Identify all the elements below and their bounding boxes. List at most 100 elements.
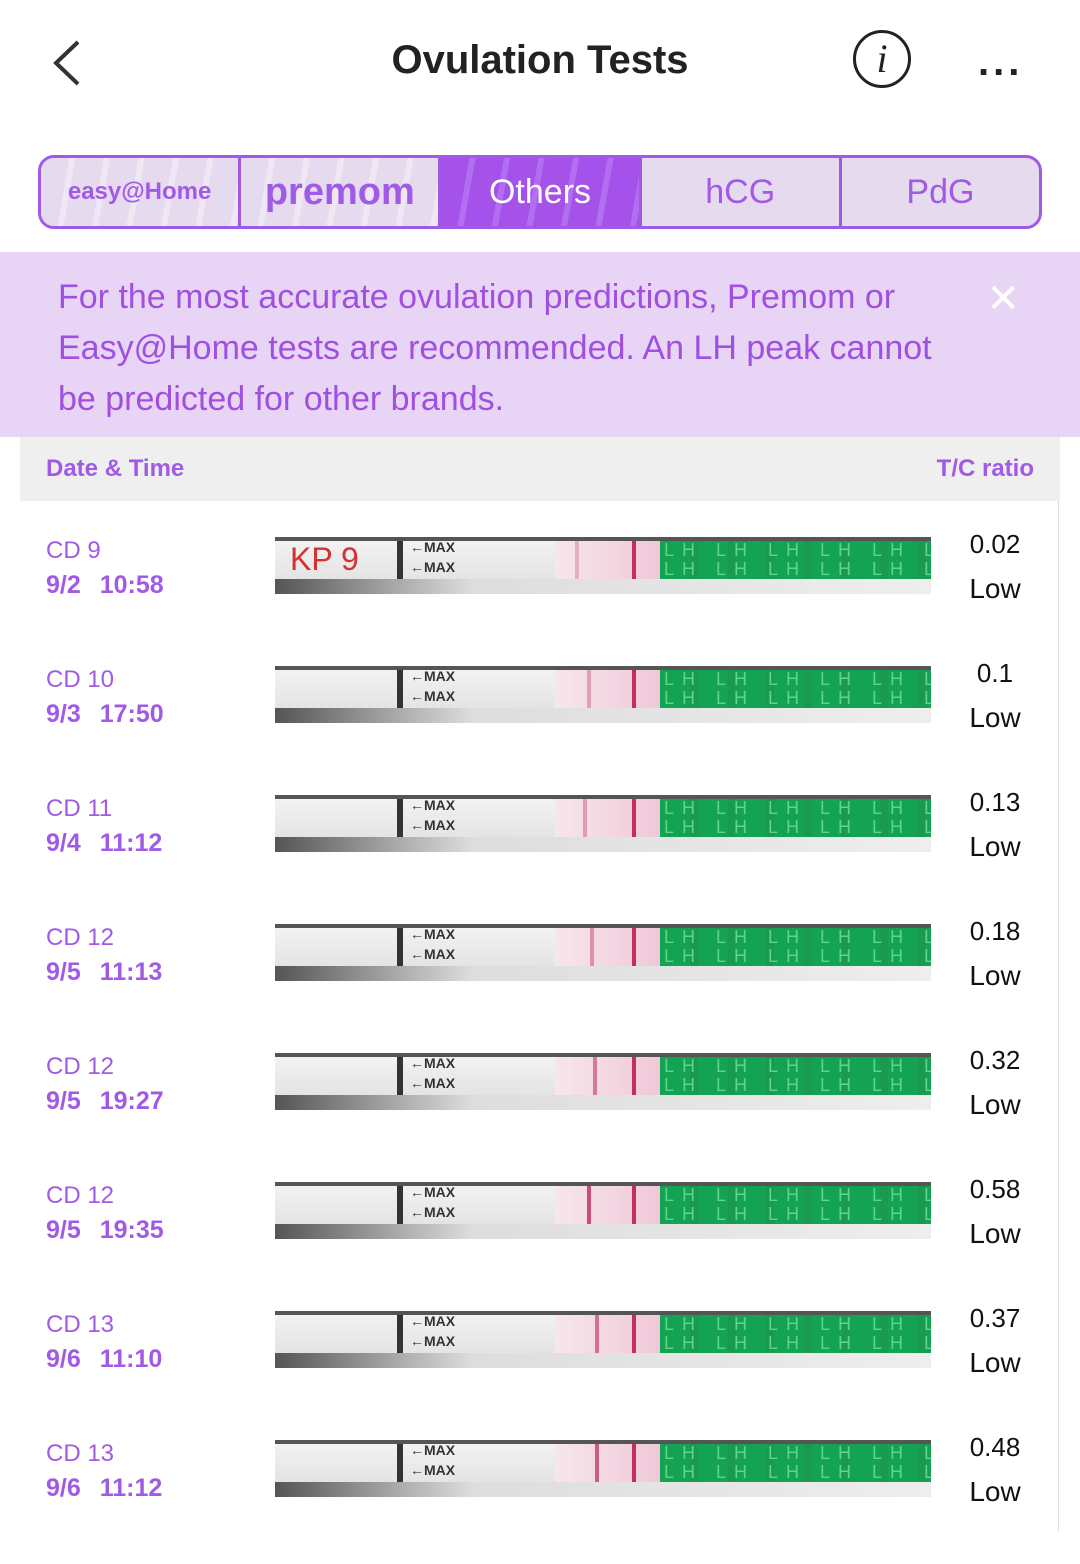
lh-text: LH LH LH LH LH LH LH [664, 1204, 931, 1224]
strip-max-bar [397, 1186, 403, 1224]
strip-max-bar [397, 1444, 403, 1482]
max-label: ←MAX [410, 946, 456, 962]
close-icon[interactable]: ✕ [986, 277, 1020, 321]
back-chevron-icon[interactable] [50, 38, 90, 88]
result-window [555, 1315, 660, 1353]
result-window [555, 1186, 660, 1224]
lh-text: LH LH LH LH LH LH LH [664, 817, 931, 837]
lh-text: LH LH LH LH LH LH LH [664, 1075, 931, 1095]
control-line [632, 1444, 636, 1482]
result-window [555, 799, 660, 837]
cycle-day: CD 10 [46, 666, 115, 693]
lh-level: Low [969, 1089, 1021, 1120]
lh-level: Low [969, 960, 1021, 991]
table-row[interactable]: CD 10 9/3 17:50 ←MAX ←MAX LH LH LH LH LH… [0, 630, 1080, 759]
lh-text: LH LH LH LH LH LH LH [664, 946, 931, 966]
lh-text: LH LH LH LH LH LH LH [664, 670, 931, 689]
strip-background [275, 1095, 931, 1110]
strip-max-bar [397, 799, 403, 837]
tab-pdg[interactable]: PdG [906, 172, 975, 211]
result-window [555, 670, 660, 708]
date-time: 9/4 11:12 [46, 829, 163, 857]
table-row[interactable]: CD 12 9/5 19:35 ←MAX ←MAX LH LH LH LH LH… [0, 1146, 1080, 1275]
table-row[interactable]: CD 12 9/5 19:27 ←MAX ←MAX LH LH LH LH LH… [0, 1017, 1080, 1146]
control-line [632, 928, 636, 966]
recommendation-banner: For the most accurate ovulation predicti… [0, 252, 1080, 437]
strip-max-bar [397, 670, 403, 708]
max-label: ←MAX [410, 926, 456, 942]
lh-text: LH LH LH LH LH LH LH [664, 799, 931, 818]
tab-others[interactable]: Others [441, 158, 642, 226]
table-row[interactable]: CD 11 9/4 11:12 ←MAX ←MAX LH LH LH LH LH… [0, 759, 1080, 888]
lh-text: LH LH LH LH LH LH LH [664, 1333, 931, 1353]
test-line [575, 541, 579, 579]
lh-level: Low [969, 1476, 1021, 1507]
tab-premom[interactable]: premom [241, 158, 442, 226]
page-title: Ovulation Tests [391, 38, 689, 82]
control-line [632, 799, 636, 837]
premom-logo: premom [264, 170, 415, 213]
date-time: 9/6 11:12 [46, 1474, 163, 1502]
cycle-day: CD 11 [46, 795, 113, 822]
lh-text: LH LH LH LH LH LH LH [664, 1057, 931, 1076]
tab-hcg[interactable]: hCG [642, 158, 842, 226]
lh-text: LH LH LH LH LH LH LH [664, 688, 931, 708]
table-row[interactable]: CD 13 9/6 11:10 ←MAX ←MAX LH LH LH LH LH… [0, 1275, 1080, 1404]
max-label: ←MAX [410, 1333, 456, 1349]
info-icon[interactable]: i [853, 30, 911, 88]
lh-level: Low [969, 1347, 1021, 1378]
tc-ratio-value: 0.18 [969, 916, 1021, 946]
table-row[interactable]: CD 12 9/5 11:13 ←MAX ←MAX LH LH LH LH LH… [0, 888, 1080, 1017]
brand-tabs: easy@Home premom Others hCG PdG [38, 155, 1042, 229]
table-row[interactable]: CD 9 9/2 10:58 KP 9 ←MAX ←MAX LH LH LH L… [0, 501, 1080, 630]
test-line [587, 1186, 591, 1224]
easy-at-home-logo: easy@Home [67, 178, 212, 205]
test-strip-image[interactable]: KP 9 ←MAX ←MAX LH LH LH LH LH LH LH LH LH… [275, 537, 931, 594]
tc-ratio-value: 0.32 [969, 1045, 1021, 1075]
cycle-day: CD 12 [46, 1053, 115, 1080]
max-label: ←MAX [410, 1313, 456, 1329]
lh-text: LH LH LH LH LH LH LH [664, 1444, 931, 1463]
strip-max-bar [397, 928, 403, 966]
lh-text: LH LH LH LH LH LH LH [664, 1462, 931, 1482]
test-line [583, 799, 587, 837]
table-row[interactable]: CD 13 9/6 11:12 ←MAX ←MAX LH LH LH LH LH… [0, 1404, 1080, 1533]
test-line [593, 1057, 597, 1095]
strip-background [275, 1224, 931, 1239]
date-time: 9/6 11:10 [46, 1345, 163, 1373]
result-window [555, 928, 660, 966]
max-label: ←MAX [410, 1184, 456, 1200]
cycle-day: CD 12 [46, 1182, 115, 1209]
table-header: Date & Time T/C ratio [20, 437, 1060, 501]
header: Ovulation Tests i ... [0, 0, 1080, 125]
tc-ratio-value: 0.13 [969, 787, 1021, 817]
max-label: ←MAX [410, 1442, 456, 1458]
max-label: ←MAX [410, 559, 456, 575]
banner-text: For the most accurate ovulation predicti… [58, 278, 932, 418]
cycle-day: CD 13 [46, 1440, 115, 1467]
cycle-day: CD 12 [46, 924, 115, 951]
strip-max-bar [397, 1057, 403, 1095]
max-label: ←MAX [410, 1075, 456, 1091]
tab-easy-at-home[interactable]: easy@Home [41, 158, 242, 226]
strip-background [275, 1482, 931, 1497]
control-line [632, 1057, 636, 1095]
max-label: ←MAX [410, 1055, 456, 1071]
max-label: ←MAX [410, 688, 456, 704]
lh-text: LH LH LH LH LH LH LH [664, 559, 931, 579]
test-line [587, 670, 591, 708]
cycle-day: CD 13 [46, 1311, 115, 1338]
tc-ratio-value: 0.02 [969, 529, 1021, 559]
more-options-icon[interactable]: ... [978, 40, 1024, 84]
